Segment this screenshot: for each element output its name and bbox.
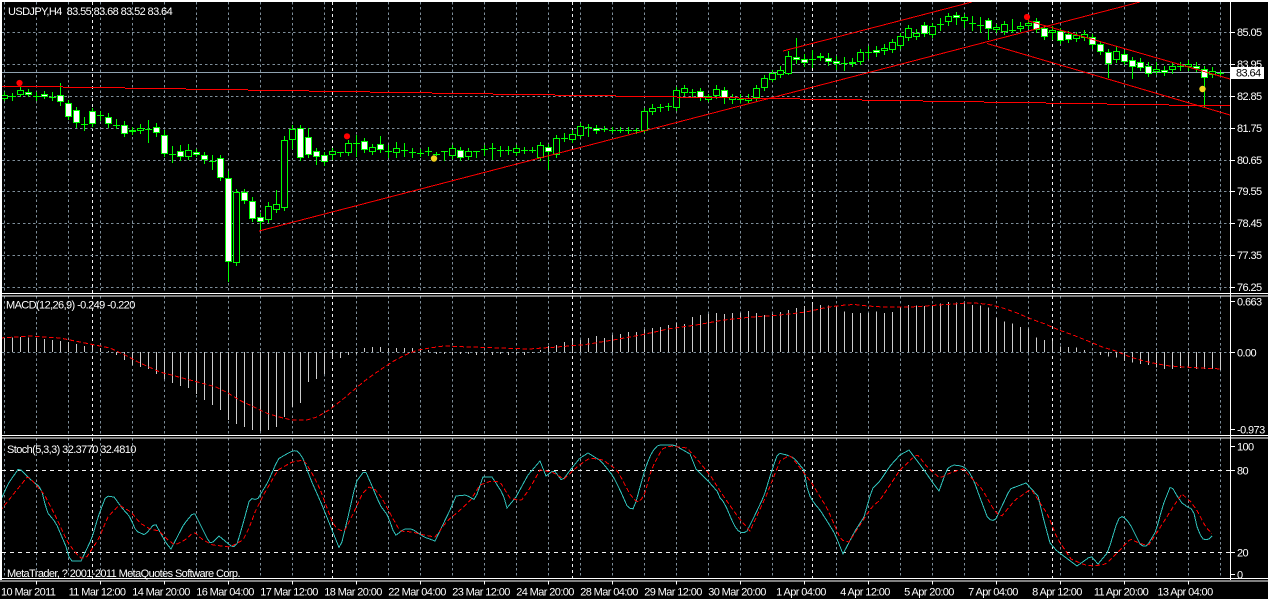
svg-text:24 Mar 20:00: 24 Mar 20:00 [516,587,574,599]
svg-text:0: 0 [1237,570,1243,582]
svg-text:10 Mar 2011: 10 Mar 2011 [1,587,56,599]
svg-text:77.35: 77.35 [1237,250,1262,262]
svg-text:28 Mar 04:00: 28 Mar 04:00 [580,587,638,599]
svg-text:7 Apr 04:00: 7 Apr 04:00 [968,587,1018,599]
svg-text:1 Apr 04:00: 1 Apr 04:00 [776,587,826,599]
svg-text:22 Mar 04:00: 22 Mar 04:00 [388,587,446,599]
svg-text:23 Mar 12:00: 23 Mar 12:00 [452,587,510,599]
svg-text:80: 80 [1237,466,1249,478]
svg-text:78.45: 78.45 [1237,218,1262,230]
svg-text:29 Mar 12:00: 29 Mar 12:00 [644,587,702,599]
svg-text:MACD(12,26,9) -0.249 -0.220: MACD(12,26,9) -0.249 -0.220 [6,300,135,312]
svg-text:0.663: 0.663 [1237,297,1262,309]
svg-text:85.05: 85.05 [1237,27,1262,39]
svg-text:Stoch(5,3,3) 32.3770 32.4810: Stoch(5,3,3) 32.3770 32.4810 [7,444,136,456]
svg-text:20: 20 [1237,548,1249,560]
svg-text:76.25: 76.25 [1237,282,1262,294]
svg-text:30 Mar 20:00: 30 Mar 20:00 [708,587,766,599]
svg-text:11 Mar 12:00: 11 Mar 12:00 [69,587,126,599]
svg-text:82.85: 82.85 [1237,91,1262,103]
svg-text:100: 100 [1237,442,1254,454]
svg-text:17 Mar 12:00: 17 Mar 12:00 [260,587,318,599]
svg-text:USDJPY,H4 83.55 83.68 83.52 8: USDJPY,H4 83.55 83.68 83.52 83.64 [8,6,173,18]
svg-text:81.75: 81.75 [1237,123,1262,135]
svg-text:16 Mar 04:00: 16 Mar 04:00 [196,587,254,599]
svg-text:8 Apr 12:00: 8 Apr 12:00 [1032,587,1082,599]
svg-text:11 Apr 20:00: 11 Apr 20:00 [1094,587,1149,599]
svg-text:18 Mar 20:00: 18 Mar 20:00 [324,587,382,599]
svg-text:13 Apr 04:00: 13 Apr 04:00 [1157,587,1213,599]
svg-text:0.00: 0.00 [1237,348,1256,360]
svg-text:MetaTrader, ? 2001-2011 MetaQu: MetaTrader, ? 2001-2011 MetaQuotes Softw… [7,568,240,580]
svg-text:5 Apr 20:00: 5 Apr 20:00 [904,587,954,599]
svg-text:79.55: 79.55 [1237,186,1262,198]
svg-text:14 Mar 20:00: 14 Mar 20:00 [132,587,190,599]
svg-text:83.64: 83.64 [1236,68,1261,80]
svg-text:4 Apr 12:00: 4 Apr 12:00 [840,587,890,599]
svg-text:-0.973: -0.973 [1237,425,1265,437]
svg-text:80.65: 80.65 [1237,155,1262,167]
